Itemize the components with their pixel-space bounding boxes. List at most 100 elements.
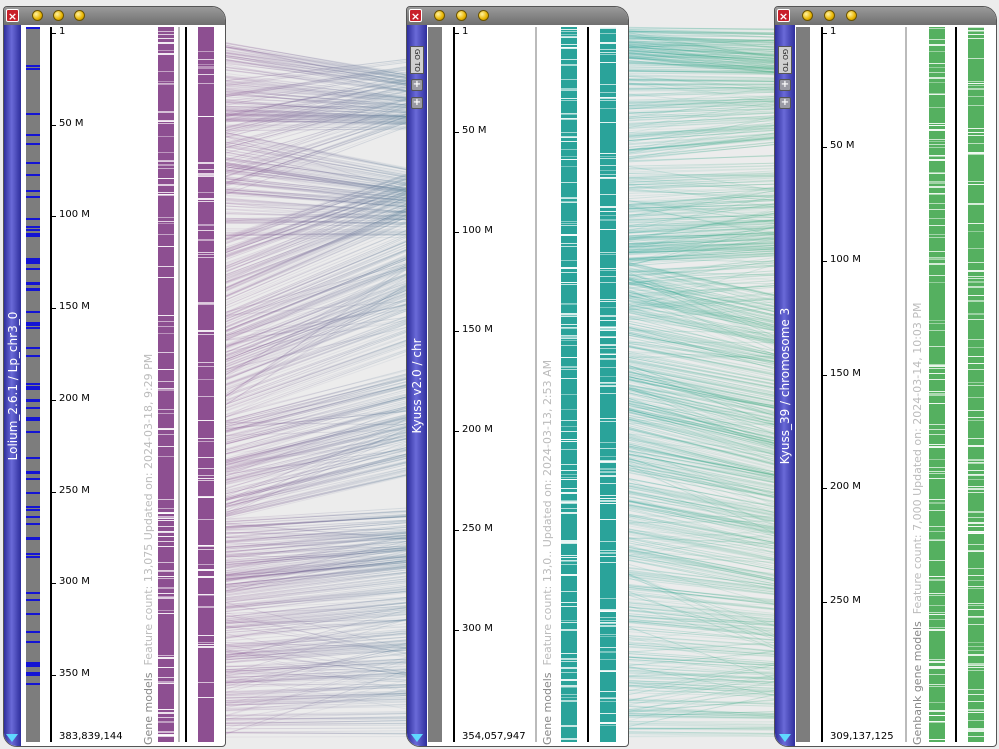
track-gap <box>158 265 174 267</box>
track-gap <box>929 668 945 670</box>
track-gap <box>600 251 616 253</box>
panel-titlebar[interactable]: × <box>407 7 628 25</box>
window-control-icon[interactable] <box>456 10 467 21</box>
ruler-tick-label: 250 M <box>59 484 90 496</box>
overview-mark <box>26 323 40 326</box>
track-gap <box>158 194 174 197</box>
track-gap <box>968 154 984 156</box>
track-gap <box>600 165 616 167</box>
overview-mark <box>26 225 40 228</box>
ruler-tick-label: 200 M <box>462 423 493 435</box>
window-control-icon[interactable] <box>802 10 813 21</box>
close-icon[interactable]: × <box>409 9 422 23</box>
chromosome-overview[interactable] <box>796 27 810 742</box>
track-gap <box>968 459 984 461</box>
chromosome-overview[interactable] <box>428 27 442 742</box>
track-gap <box>929 218 945 220</box>
track-gap <box>561 201 577 203</box>
chromosome-panel-kyuss-39[interactable]: × GO TO + + Kyuss_39 / chromosome 3 1 50 … <box>774 6 997 747</box>
track-gap <box>600 157 616 159</box>
gene-track-secondary[interactable] <box>968 27 984 742</box>
panel-titlebar[interactable]: × <box>4 7 225 25</box>
overview-mark <box>26 229 40 232</box>
track-gap <box>158 408 174 410</box>
window-control-icon[interactable] <box>74 10 85 21</box>
window-control-icon[interactable] <box>824 10 835 21</box>
track-gap <box>158 561 174 563</box>
track-gap <box>600 314 616 317</box>
track-gap <box>600 519 616 521</box>
track-gap <box>600 646 616 648</box>
gene-track-primary[interactable] <box>158 27 174 742</box>
track-gap <box>198 563 214 565</box>
ruler-tick <box>453 629 459 631</box>
close-icon[interactable]: × <box>6 9 19 23</box>
goto-button[interactable]: GO TO <box>410 46 424 74</box>
track-gap <box>968 355 984 357</box>
scroll-down-icon[interactable] <box>779 734 791 742</box>
ruler-tick-label: 300 M <box>462 622 493 634</box>
track-gap <box>968 416 984 418</box>
track-gap <box>561 555 577 557</box>
track-gap <box>561 672 577 674</box>
track-gap <box>561 700 577 702</box>
track-gap <box>158 683 174 685</box>
track-gap <box>198 303 214 305</box>
track-gap <box>158 587 174 590</box>
track-gap <box>158 511 174 514</box>
track-gap <box>968 31 984 33</box>
ruler-tick <box>453 331 459 333</box>
track-gap <box>968 522 984 525</box>
track-gap <box>929 180 945 182</box>
panel-titlebar[interactable]: × <box>775 7 996 25</box>
zoom-out-icon[interactable]: + <box>411 97 423 109</box>
close-icon[interactable]: × <box>777 9 790 23</box>
window-control-icon[interactable] <box>434 10 445 21</box>
zoom-out-icon[interactable]: + <box>779 97 791 109</box>
track-gap <box>929 93 945 95</box>
track-gap <box>158 277 174 279</box>
goto-button[interactable]: GO TO <box>778 46 792 74</box>
scroll-down-icon[interactable] <box>6 734 18 742</box>
track-gap <box>929 619 945 621</box>
overview-mark <box>26 671 40 674</box>
ruler-tick-label: 350 M <box>59 667 90 679</box>
track-gap <box>929 499 945 501</box>
track-gap <box>929 466 945 468</box>
track-gap <box>158 216 174 218</box>
chromosome-panel-lolium[interactable]: × Lolium_2.6.1 / Lp_chr3_0 1 50 M 100 M 150… <box>3 6 226 747</box>
track-gap <box>158 498 174 500</box>
track-gap <box>929 502 945 505</box>
zoom-in-icon[interactable]: + <box>411 79 423 91</box>
window-control-icon[interactable] <box>32 10 43 21</box>
track-gap <box>600 418 616 420</box>
track-gap <box>561 220 577 222</box>
scroll-down-icon[interactable] <box>411 734 423 742</box>
gene-track-secondary[interactable] <box>600 27 616 742</box>
track-gap <box>929 379 945 381</box>
track-gap <box>198 301 214 303</box>
ruler-end-label: 309,137,125 <box>830 731 894 742</box>
gene-track-primary[interactable] <box>561 27 577 742</box>
track-gap <box>561 64 577 67</box>
gene-track-secondary[interactable] <box>198 27 214 742</box>
track-gap <box>198 83 214 85</box>
track-gap <box>600 156 616 158</box>
chromosome-overview[interactable] <box>26 27 40 742</box>
window-control-icon[interactable] <box>53 10 64 21</box>
ruler-tick <box>821 602 827 604</box>
track-gap <box>198 479 214 481</box>
track-gap <box>561 512 577 514</box>
zoom-in-icon[interactable]: + <box>779 79 791 91</box>
window-control-icon[interactable] <box>846 10 857 21</box>
track-gap <box>600 91 616 93</box>
window-control-icon[interactable] <box>478 10 489 21</box>
track-gap <box>600 701 616 703</box>
gene-track-primary[interactable] <box>929 27 945 742</box>
track-name: Gene models <box>142 672 155 745</box>
track-gap <box>198 67 214 70</box>
track-gap <box>929 282 945 284</box>
overview-mark <box>26 613 40 616</box>
overview-mark <box>26 287 40 290</box>
